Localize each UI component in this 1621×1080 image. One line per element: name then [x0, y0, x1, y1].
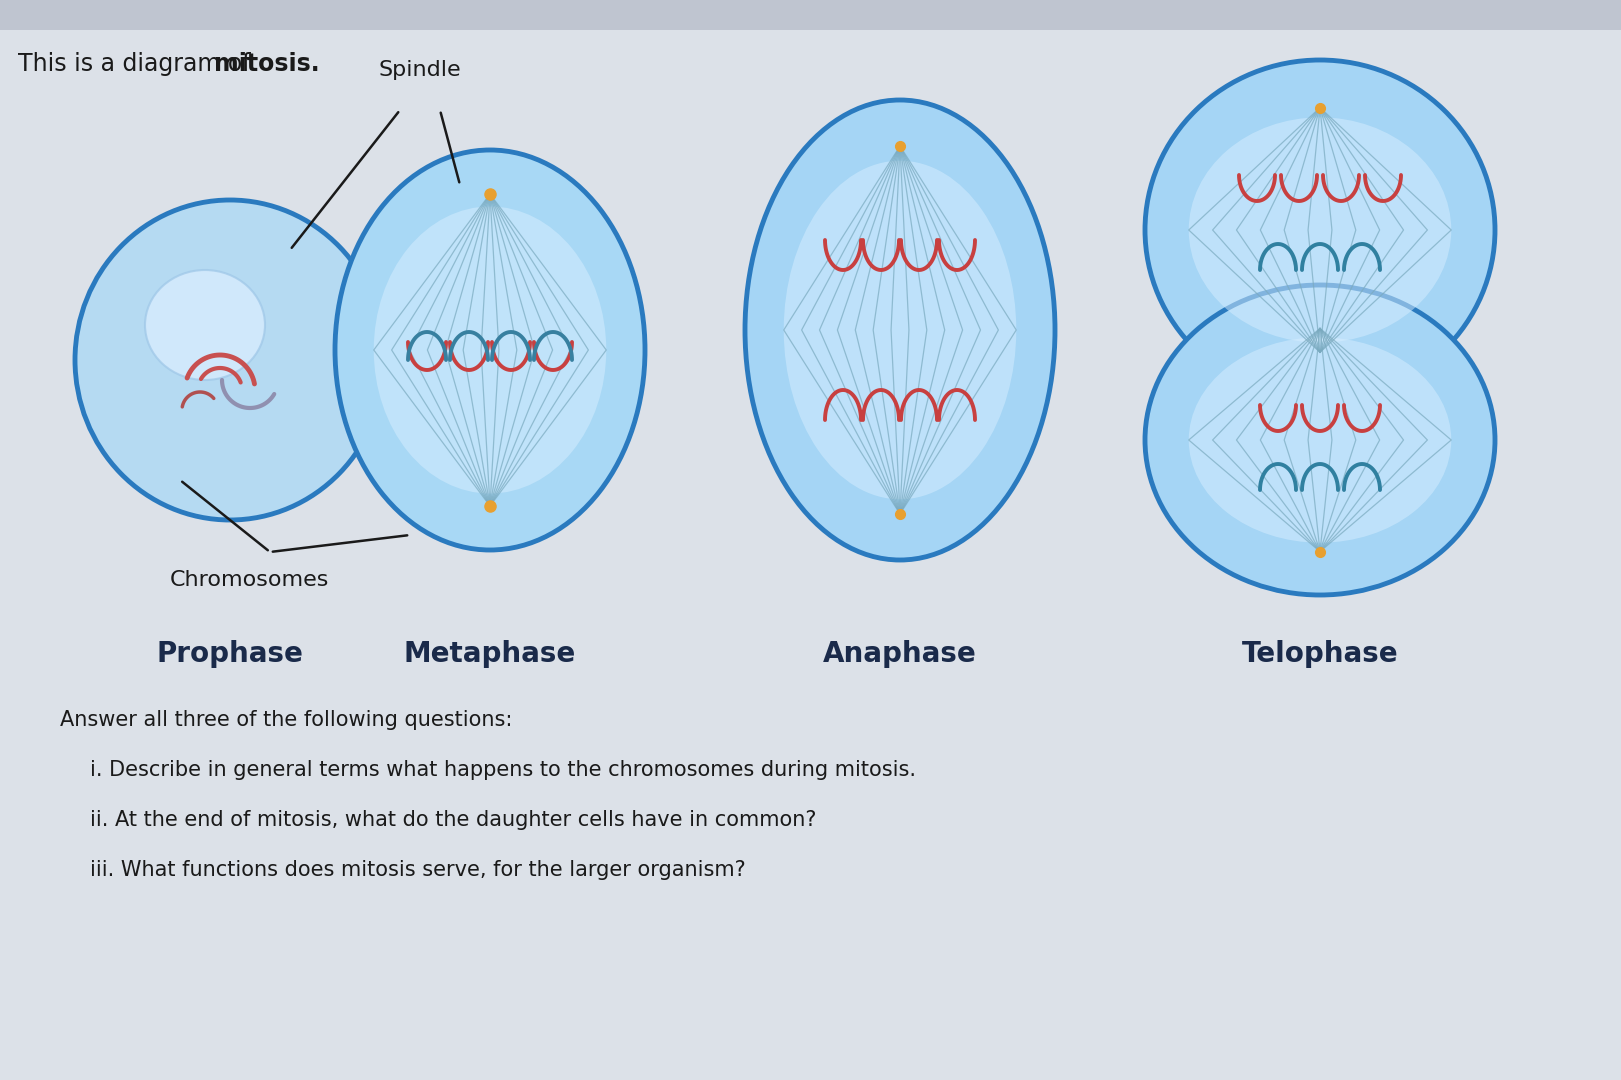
Ellipse shape	[1188, 337, 1451, 542]
Text: ii. At the end of mitosis, what do the daughter cells have in common?: ii. At the end of mitosis, what do the d…	[91, 810, 817, 831]
Text: Answer all three of the following questions:: Answer all three of the following questi…	[60, 710, 512, 730]
Text: Metaphase: Metaphase	[404, 640, 575, 669]
Text: mitosis.: mitosis.	[214, 52, 319, 76]
FancyBboxPatch shape	[0, 0, 1621, 30]
Ellipse shape	[374, 206, 606, 494]
Ellipse shape	[144, 270, 264, 380]
Ellipse shape	[1188, 118, 1451, 342]
Ellipse shape	[746, 100, 1055, 561]
Ellipse shape	[1144, 285, 1495, 595]
Text: iii. What functions does mitosis serve, for the larger organism?: iii. What functions does mitosis serve, …	[91, 860, 746, 880]
Text: i. Describe in general terms what happens to the chromosomes during mitosis.: i. Describe in general terms what happen…	[91, 760, 916, 780]
Text: Telophase: Telophase	[1242, 640, 1399, 669]
Text: Spindle: Spindle	[379, 60, 462, 80]
Text: This is a diagram of: This is a diagram of	[18, 52, 258, 76]
Ellipse shape	[75, 200, 386, 519]
Ellipse shape	[783, 161, 1016, 499]
Ellipse shape	[1144, 60, 1495, 400]
Text: Prophase: Prophase	[157, 640, 303, 669]
Text: Anaphase: Anaphase	[823, 640, 977, 669]
Ellipse shape	[336, 150, 645, 550]
Text: Chromosomes: Chromosomes	[170, 570, 329, 590]
